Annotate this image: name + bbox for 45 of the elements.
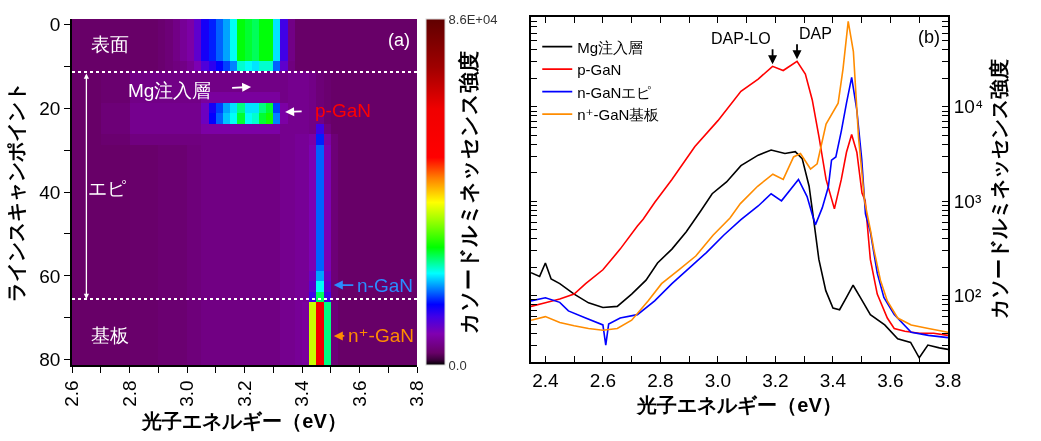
x-axis-title: 光子エネルギー（eV） <box>636 393 842 416</box>
x-tick-label: 3.2 <box>233 380 255 407</box>
annotation: n-GaN <box>357 275 413 296</box>
y-tick-label: 60 <box>39 265 61 287</box>
color-bar-title: カソードルミネッセンス強度 <box>457 50 480 334</box>
x-tick-label: 3.0 <box>704 369 732 391</box>
y-tick-label: 40 <box>39 181 61 203</box>
x-tick-label: 3.4 <box>291 379 313 407</box>
legend-label: n⁺-GaN基板 <box>577 106 660 123</box>
annotation: p-GaN <box>315 100 371 121</box>
y-tick-label: 10³ <box>953 190 982 212</box>
annotation: 表面 <box>91 34 129 55</box>
annotation: DAP <box>799 25 832 42</box>
x-tick-label: 2.6 <box>61 380 83 407</box>
x-tick-label: 2.6 <box>589 369 617 391</box>
legend-label: p-GaN <box>577 61 622 78</box>
y-tick-label: 10² <box>953 285 982 307</box>
x-tick-label: 3.2 <box>762 369 789 391</box>
legend-label: n-GaNエピ <box>577 83 652 101</box>
x-tick-label: 2.8 <box>118 380 140 407</box>
y-tick-label: 20 <box>39 97 61 119</box>
annotation: Mg注入層 <box>128 80 212 101</box>
y-tick-label: 0 <box>49 13 61 35</box>
legend-label: Mg注入層 <box>577 38 644 56</box>
x-axis-title: 光子エネルギー（eV） <box>141 409 347 432</box>
annotation: (b) <box>918 27 940 47</box>
annotation: エピ <box>88 178 126 199</box>
y-tick-label: 10⁴ <box>953 96 984 118</box>
color-bar-label: 8.6E+04 <box>448 11 498 27</box>
annotation: n⁺-GaN <box>348 325 414 346</box>
x-tick-label: 3.6 <box>348 380 370 407</box>
x-tick-label: 2.8 <box>647 369 674 391</box>
x-tick-label: 3.4 <box>819 369 847 391</box>
y-tick-label: 80 <box>39 349 61 371</box>
x-tick-label: 3.8 <box>406 380 428 407</box>
y-axis-title: ラインスキャンポイント <box>5 82 28 302</box>
x-tick-label: 3.8 <box>934 369 962 391</box>
x-tick-label: 3.0 <box>176 380 198 407</box>
color-bar-label: 0.0 <box>448 357 467 373</box>
x-tick-label: 2.4 <box>532 369 560 391</box>
x-tick-label: 3.6 <box>877 369 904 391</box>
annotation: 基板 <box>91 325 129 346</box>
annotation: DAP-LO <box>711 30 771 47</box>
y-axis-title: カソードルミネッセンス強度 <box>988 59 1011 320</box>
annotation: (a) <box>388 30 410 50</box>
